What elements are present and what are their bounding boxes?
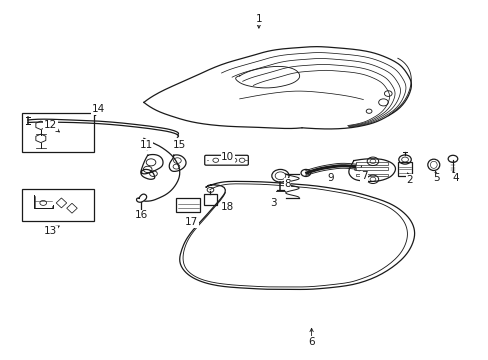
Bar <box>355 167 387 170</box>
Text: 2: 2 <box>406 175 412 185</box>
Bar <box>355 174 387 176</box>
Bar <box>354 163 361 171</box>
Text: 14: 14 <box>92 104 105 114</box>
Text: 8: 8 <box>284 179 290 189</box>
Text: 4: 4 <box>451 173 458 183</box>
Text: 17: 17 <box>185 217 198 227</box>
Text: 7: 7 <box>360 171 367 181</box>
Bar <box>203 194 217 205</box>
Text: 12: 12 <box>44 120 57 130</box>
Text: 6: 6 <box>307 337 314 347</box>
Bar <box>397 162 411 176</box>
Bar <box>176 198 200 212</box>
Text: 1: 1 <box>255 14 262 24</box>
Text: 16: 16 <box>135 210 148 220</box>
Bar <box>21 113 93 152</box>
Text: 11: 11 <box>140 140 153 150</box>
FancyBboxPatch shape <box>204 155 248 165</box>
Text: 10: 10 <box>221 152 234 162</box>
Text: 18: 18 <box>221 202 234 212</box>
Bar <box>355 162 387 165</box>
Text: 9: 9 <box>327 173 333 183</box>
Bar <box>21 189 93 221</box>
Text: 3: 3 <box>269 198 276 208</box>
Text: 15: 15 <box>173 140 186 150</box>
Text: 13: 13 <box>44 226 57 236</box>
Text: 5: 5 <box>432 173 439 183</box>
